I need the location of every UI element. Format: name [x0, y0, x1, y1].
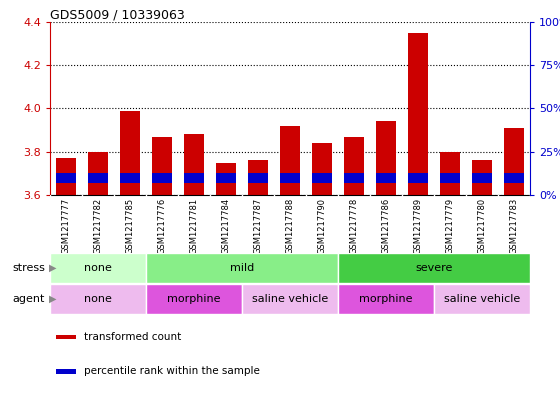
- Bar: [152, 173, 171, 183]
- Bar: [338, 284, 434, 314]
- Text: GSM1217788: GSM1217788: [286, 198, 295, 254]
- Bar: [120, 173, 139, 183]
- Text: GSM1217790: GSM1217790: [318, 198, 326, 254]
- Bar: [242, 284, 338, 314]
- Bar: [88, 173, 108, 183]
- Bar: [152, 137, 171, 195]
- Text: mild: mild: [230, 263, 254, 273]
- Bar: [281, 173, 300, 183]
- Bar: [312, 143, 332, 195]
- Text: stress: stress: [12, 263, 45, 273]
- Text: GSM1217789: GSM1217789: [413, 198, 422, 254]
- Text: saline vehicle: saline vehicle: [444, 294, 520, 304]
- Bar: [473, 160, 492, 195]
- Bar: [505, 128, 524, 195]
- Text: GSM1217778: GSM1217778: [349, 198, 358, 254]
- Text: GSM1217783: GSM1217783: [510, 198, 519, 254]
- Bar: [50, 253, 146, 283]
- Bar: [56, 334, 76, 339]
- Text: transformed count: transformed count: [84, 332, 181, 342]
- Bar: [216, 163, 236, 195]
- Text: severe: severe: [416, 263, 452, 273]
- Text: GSM1217786: GSM1217786: [381, 198, 390, 254]
- Bar: [344, 137, 363, 195]
- Text: none: none: [84, 294, 112, 304]
- Text: percentile rank within the sample: percentile rank within the sample: [84, 366, 260, 376]
- Bar: [57, 158, 76, 195]
- Bar: [434, 284, 530, 314]
- Bar: [473, 173, 492, 183]
- Bar: [57, 173, 76, 183]
- Bar: [184, 173, 204, 183]
- Text: GSM1217776: GSM1217776: [157, 198, 166, 254]
- Text: agent: agent: [13, 294, 45, 304]
- Bar: [216, 173, 236, 183]
- Bar: [88, 152, 108, 195]
- Bar: [338, 253, 530, 283]
- Text: GSM1217785: GSM1217785: [125, 198, 134, 254]
- Text: GSM1217784: GSM1217784: [222, 198, 231, 254]
- Text: GSM1217787: GSM1217787: [254, 198, 263, 254]
- Text: GSM1217781: GSM1217781: [189, 198, 198, 254]
- Text: morphine: morphine: [360, 294, 413, 304]
- Bar: [146, 284, 242, 314]
- Text: GSM1217779: GSM1217779: [446, 198, 455, 254]
- Bar: [281, 126, 300, 195]
- Text: none: none: [84, 263, 112, 273]
- Bar: [408, 33, 428, 195]
- Text: morphine: morphine: [167, 294, 221, 304]
- Bar: [440, 152, 460, 195]
- Bar: [505, 173, 524, 183]
- Text: saline vehicle: saline vehicle: [252, 294, 328, 304]
- Bar: [120, 111, 139, 195]
- Bar: [249, 160, 268, 195]
- Bar: [408, 173, 428, 183]
- Bar: [184, 134, 204, 195]
- Bar: [376, 121, 395, 195]
- Text: GSM1217780: GSM1217780: [478, 198, 487, 254]
- Bar: [50, 284, 146, 314]
- Bar: [344, 173, 363, 183]
- Text: GSM1217777: GSM1217777: [62, 198, 71, 254]
- Bar: [312, 173, 332, 183]
- Bar: [440, 173, 460, 183]
- Bar: [249, 173, 268, 183]
- Bar: [376, 173, 395, 183]
- Bar: [146, 253, 338, 283]
- Bar: [56, 369, 76, 373]
- Text: GSM1217782: GSM1217782: [94, 198, 102, 254]
- Text: ▶: ▶: [49, 294, 57, 304]
- Text: ▶: ▶: [49, 263, 57, 273]
- Text: GDS5009 / 10339063: GDS5009 / 10339063: [50, 8, 185, 21]
